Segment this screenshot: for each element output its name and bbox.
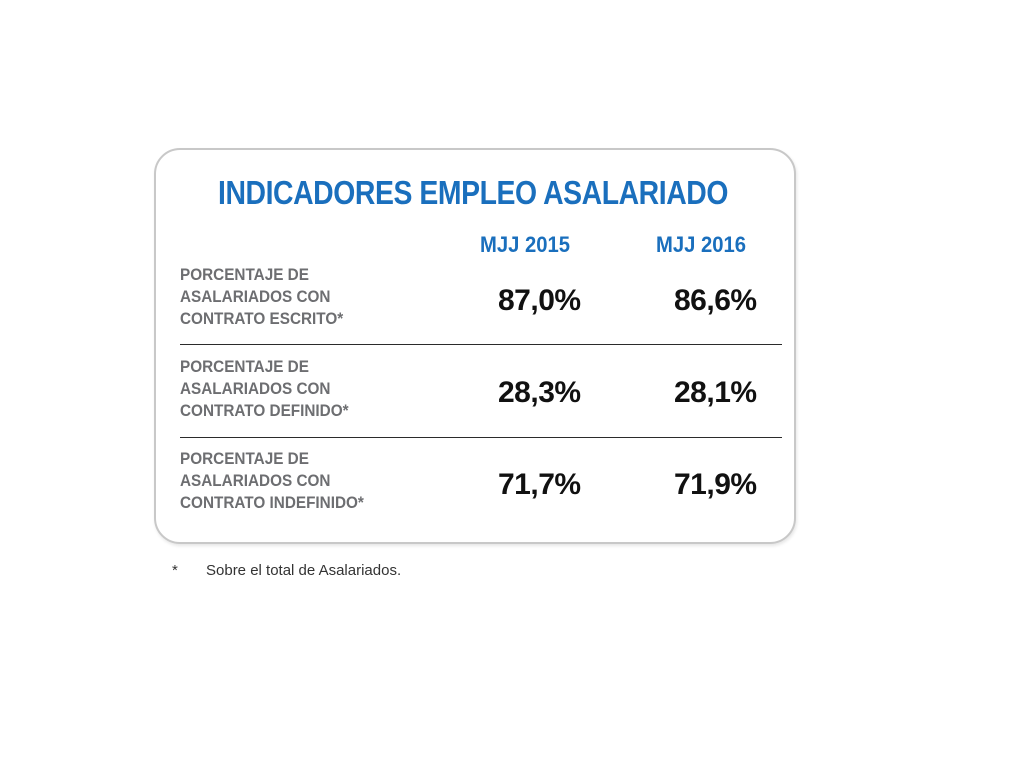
column-header-2015: MJJ 2015 (480, 232, 571, 257)
row-label: PORCENTAJE DE ASALARIADOS CON CONTRATO E… (180, 264, 396, 330)
row-label-line: PORCENTAJE DE (180, 357, 309, 376)
row-label-line: PORCENTAJE DE (180, 265, 309, 284)
value-2016: 86,6% (674, 284, 757, 317)
row-label-line: ASALARIADOS CON (180, 287, 331, 306)
table-row: PORCENTAJE DE ASALARIADOS CON CONTRATO E… (180, 264, 784, 340)
footnote: * Sobre el total de Asalariados. (172, 562, 401, 579)
value-2015: 87,0% (498, 284, 581, 317)
value-2015: 28,3% (498, 376, 581, 409)
row-label-line: ASALARIADOS CON (180, 471, 331, 490)
value-2016: 71,9% (674, 468, 757, 501)
table-row: PORCENTAJE DE ASALARIADOS CON CONTRATO D… (180, 356, 784, 432)
row-label: PORCENTAJE DE ASALARIADOS CON CONTRATO I… (180, 448, 396, 514)
row-divider (180, 344, 782, 345)
row-label-line: CONTRATO DEFINIDO* (180, 401, 349, 420)
value-2016: 28,1% (674, 376, 757, 409)
row-label-line: ASALARIADOS CON (180, 379, 331, 398)
footnote-text: Sobre el total de Asalariados. (206, 562, 402, 579)
table-row: PORCENTAJE DE ASALARIADOS CON CONTRATO I… (180, 448, 784, 524)
indicators-card: INDICADORES EMPLEO ASALARIADO MJJ 2015 M… (154, 148, 796, 544)
table-title: INDICADORES EMPLEO ASALARIADO (218, 174, 728, 211)
row-divider (180, 437, 782, 438)
row-label-line: PORCENTAJE DE (180, 449, 309, 468)
footnote-mark: * (172, 562, 178, 579)
row-label: PORCENTAJE DE ASALARIADOS CON CONTRATO D… (180, 356, 396, 422)
row-label-line: CONTRATO INDEFINIDO* (180, 493, 364, 512)
value-2015: 71,7% (498, 468, 581, 501)
row-label-line: CONTRATO ESCRITO* (180, 309, 344, 328)
column-header-2016: MJJ 2016 (656, 232, 747, 257)
